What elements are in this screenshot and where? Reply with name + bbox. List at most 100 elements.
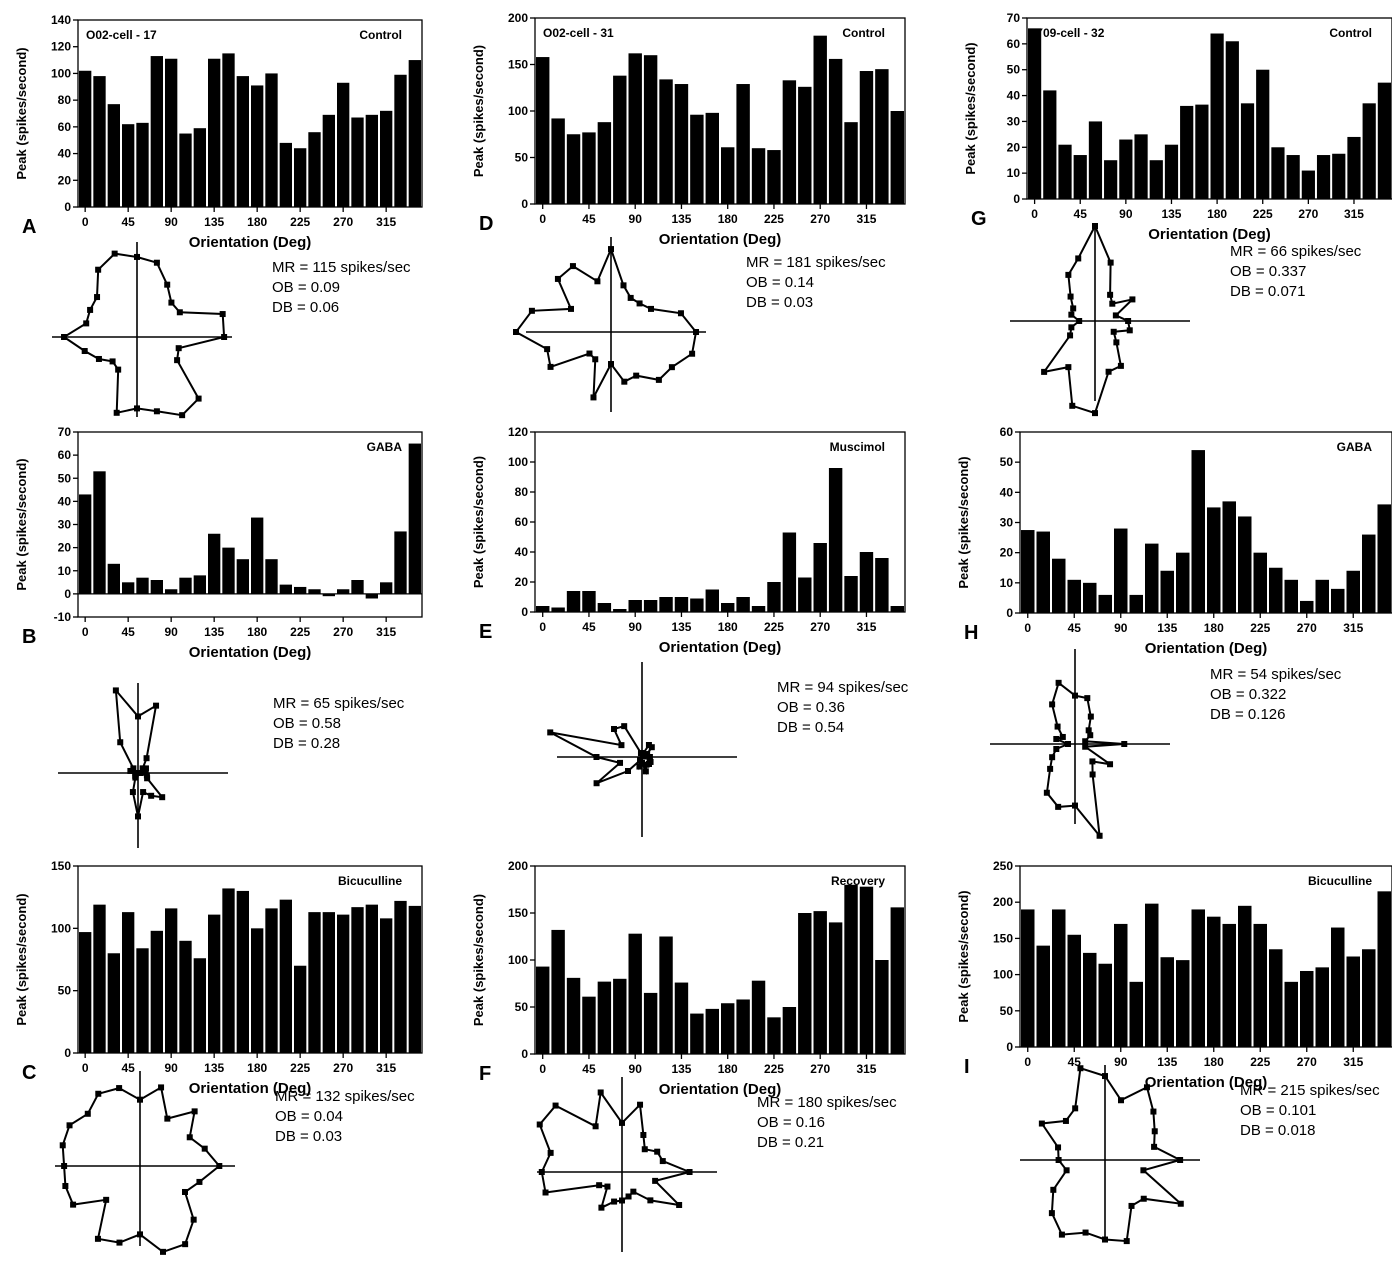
x-axis-label: Orientation (Deg) bbox=[189, 1080, 312, 1097]
cell-label: O02-cell - 17 bbox=[86, 28, 157, 42]
x-tick-label: 45 bbox=[1068, 621, 1082, 635]
bar bbox=[875, 558, 889, 612]
polar-point bbox=[1118, 1097, 1125, 1104]
x-tick-label: 45 bbox=[121, 625, 135, 639]
polar-point bbox=[1143, 1084, 1150, 1091]
y-tick-label: 0 bbox=[1006, 606, 1013, 620]
polar-point bbox=[630, 1188, 637, 1195]
bar bbox=[107, 104, 120, 207]
bar bbox=[690, 1013, 704, 1054]
polar-point bbox=[1055, 803, 1062, 810]
panel-letter: B bbox=[22, 626, 36, 648]
polar-point bbox=[547, 729, 554, 736]
bar bbox=[705, 112, 719, 204]
x-tick-label: 180 bbox=[718, 1062, 738, 1076]
polar-point bbox=[176, 309, 183, 316]
bar bbox=[208, 533, 221, 594]
bar bbox=[597, 981, 612, 1054]
y-tick-label: 40 bbox=[1007, 89, 1021, 103]
polar-point bbox=[83, 320, 90, 327]
polar-point bbox=[536, 1121, 543, 1128]
y-tick-label: 0 bbox=[64, 1046, 71, 1060]
bar bbox=[890, 111, 904, 204]
bar bbox=[1149, 160, 1163, 199]
x-tick-label: 315 bbox=[376, 215, 396, 229]
bar bbox=[798, 577, 812, 612]
x-tick-label: 0 bbox=[1031, 207, 1038, 221]
bar bbox=[859, 552, 874, 612]
x-tick-label: 135 bbox=[671, 620, 691, 634]
polar-point bbox=[179, 412, 186, 419]
bar bbox=[1225, 41, 1239, 200]
polar-point bbox=[1082, 743, 1089, 750]
bar bbox=[798, 86, 812, 204]
bar bbox=[107, 563, 120, 594]
polar-point bbox=[216, 1163, 223, 1169]
x-tick-label: 90 bbox=[629, 620, 643, 634]
stat-db: DB = 0.06 bbox=[272, 299, 339, 316]
bar bbox=[643, 600, 658, 612]
bar bbox=[705, 589, 719, 612]
polar-point bbox=[641, 1146, 648, 1153]
y-tick-label: 200 bbox=[508, 859, 528, 873]
polar-point bbox=[61, 334, 68, 340]
y-tick-label: 50 bbox=[1000, 1004, 1014, 1018]
bar bbox=[566, 134, 581, 204]
panel-b: -10 0 10 20 30 40 50 60 70 0 45 90 135 180 225 270 315 Or… bbox=[14, 425, 423, 848]
polar-point bbox=[1128, 1202, 1135, 1209]
polar-tuning-curve bbox=[538, 1089, 693, 1210]
polar-point bbox=[1177, 1200, 1184, 1207]
x-axis-label: Orientation (Deg) bbox=[189, 234, 312, 251]
polar-point bbox=[686, 1169, 693, 1175]
polar-point bbox=[1053, 746, 1060, 753]
bar bbox=[93, 904, 106, 1053]
polar-point bbox=[1117, 362, 1124, 369]
condition-label: GABA bbox=[367, 440, 403, 454]
bar bbox=[294, 965, 307, 1053]
bar bbox=[1347, 136, 1361, 199]
polar-point bbox=[648, 744, 655, 751]
polar-point bbox=[135, 770, 141, 776]
bar bbox=[736, 999, 750, 1054]
polar-point bbox=[1038, 1120, 1045, 1127]
stat-ob: OB = 0.36 bbox=[777, 699, 845, 716]
polar-point bbox=[693, 329, 700, 335]
bar bbox=[674, 84, 689, 204]
bar bbox=[322, 593, 335, 597]
bar bbox=[1114, 923, 1128, 1047]
polar-point bbox=[1126, 327, 1133, 334]
bar bbox=[659, 597, 673, 612]
bar bbox=[93, 471, 106, 594]
bar bbox=[536, 966, 550, 1054]
polar-point bbox=[174, 357, 181, 364]
bar bbox=[674, 597, 689, 612]
y-tick-label: 80 bbox=[515, 485, 529, 499]
polar-point bbox=[113, 409, 120, 416]
polar-point bbox=[130, 765, 137, 772]
x-tick-label: 90 bbox=[1114, 621, 1128, 635]
bar bbox=[279, 142, 292, 207]
bar bbox=[782, 1007, 797, 1054]
bar bbox=[751, 980, 766, 1054]
y-tick-label: 50 bbox=[1007, 63, 1021, 77]
x-tick-label: 270 bbox=[333, 625, 353, 639]
polar-point bbox=[617, 759, 624, 766]
y-tick-label: 60 bbox=[1007, 37, 1021, 51]
bar bbox=[1129, 981, 1143, 1047]
polar-point bbox=[625, 767, 632, 774]
polar-point bbox=[598, 1204, 605, 1211]
bar bbox=[1331, 927, 1345, 1047]
x-tick-label: 180 bbox=[1204, 1055, 1224, 1069]
bar bbox=[1088, 121, 1103, 199]
polar-point bbox=[1069, 402, 1076, 409]
bar bbox=[582, 996, 596, 1054]
bar bbox=[613, 978, 627, 1054]
polar-point bbox=[95, 355, 102, 362]
x-axis-label: Orientation (Deg) bbox=[1145, 1074, 1268, 1091]
y-tick-label: 150 bbox=[51, 859, 71, 873]
x-tick-label: 0 bbox=[539, 620, 546, 634]
panel-letter: F bbox=[479, 1063, 491, 1085]
polar-point bbox=[1075, 255, 1082, 262]
